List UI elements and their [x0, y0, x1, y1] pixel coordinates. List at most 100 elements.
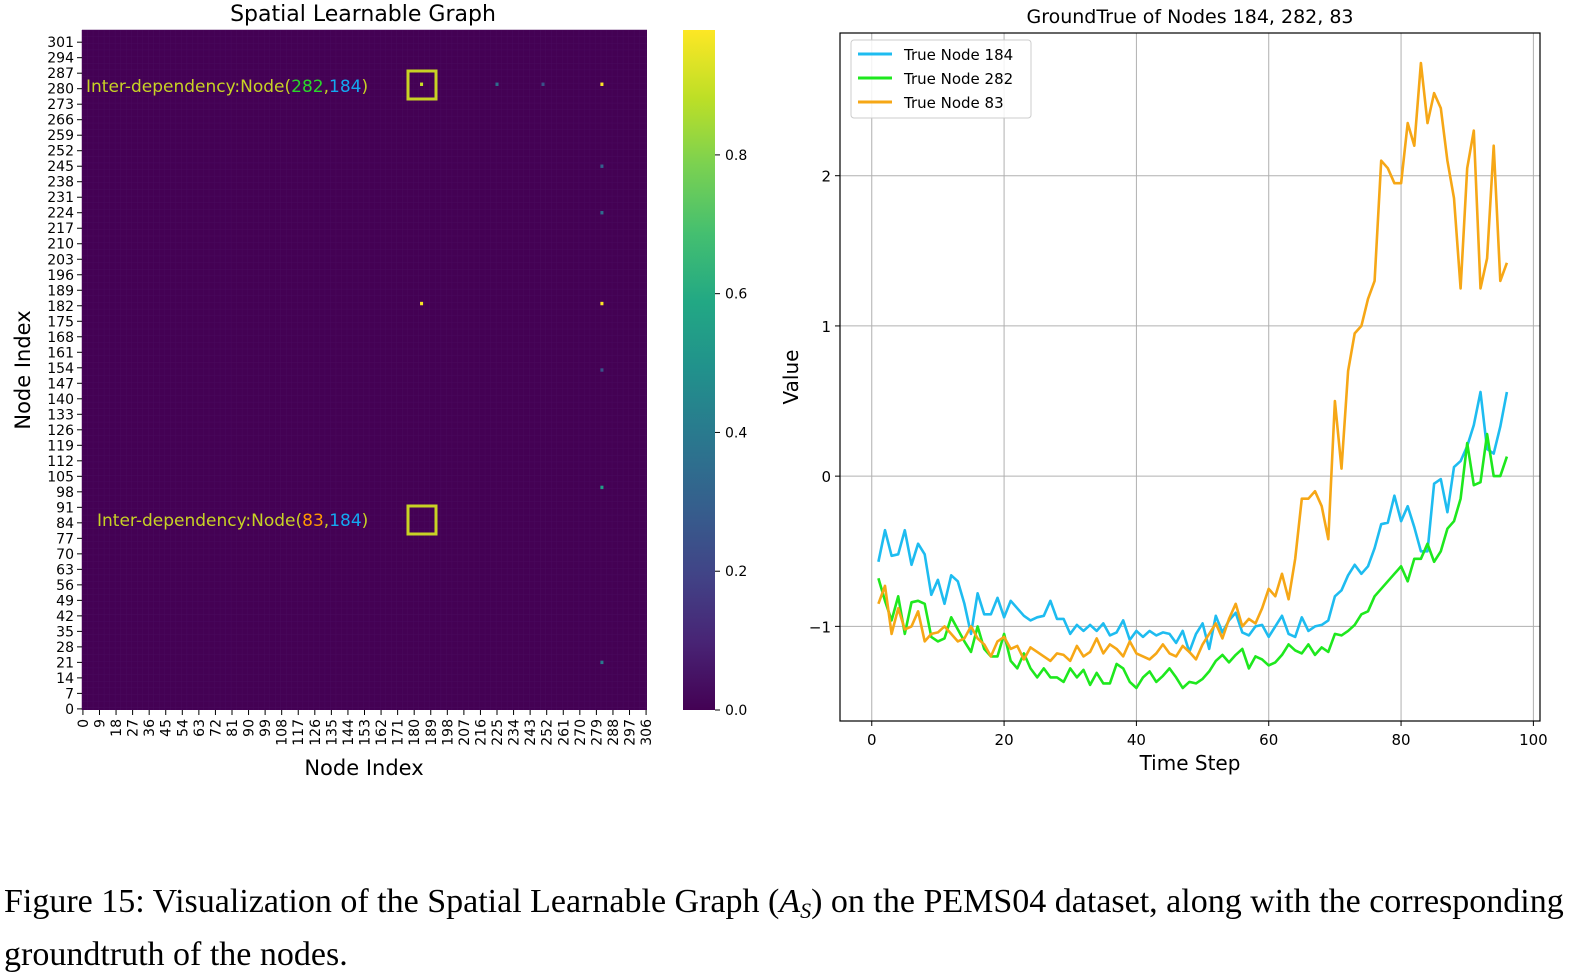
legend-frame	[850, 39, 1032, 119]
heatmap-x-tick-label: 306	[639, 719, 655, 746]
legend-label-node-282: True Node 282	[903, 70, 1013, 88]
line-chart-grid	[840, 33, 1540, 721]
heatmap-x-tick-label: 45	[159, 719, 175, 737]
heatmap-x-tick-label: 189	[424, 719, 440, 746]
annotation-1-node-b: 184	[329, 77, 361, 97]
line-chart-xlabel: Time Step	[1139, 751, 1241, 775]
figure: Spatial Learnable Graph 0714212835424956…	[11, 2, 1548, 780]
heatmap-panel: Spatial Learnable Graph 0714212835424956…	[11, 2, 655, 780]
heatmap-y-tick-label: 266	[47, 113, 74, 129]
heatmap-y-tick-label: 42	[56, 609, 74, 625]
heatmap-x-tick-label: 279	[589, 719, 605, 746]
heatmap-y-tick-label: 294	[47, 51, 74, 67]
heatmap-y-tick-label: 28	[56, 640, 74, 656]
annotation-1-prefix: Inter-dependency:Node(	[86, 77, 291, 97]
heatmap-y-tick-label: 7	[65, 686, 74, 702]
heatmap-x-tick-label: 81	[225, 719, 241, 737]
heatmap-y-tick-label: 161	[47, 345, 74, 361]
heatmap-y-tick-label: 14	[56, 671, 74, 687]
line-chart-x-tick-label: 80	[1392, 731, 1411, 749]
annotation-1-sep: ,	[324, 77, 329, 97]
line-chart-legend: True Node 184 True Node 282 True Node 83	[850, 39, 1032, 119]
heatmap-y-tick-label: 147	[47, 376, 74, 392]
heatmap-y-tick-label: 112	[47, 454, 74, 470]
heatmap-x-tick-label: 225	[490, 719, 506, 746]
line-chart-x-tick-label: 20	[995, 731, 1014, 749]
heatmap-cell	[600, 301, 604, 306]
heatmap-cell	[600, 82, 604, 86]
heatmap-x-tick-label: 9	[92, 719, 108, 728]
heatmap-background	[82, 30, 647, 710]
colorbar-tick-label: 0.8	[725, 148, 747, 164]
heatmap-x-tick-label: 252	[540, 719, 556, 746]
line-chart-y-ticks: −1 0 1 2	[809, 168, 840, 636]
line-chart-y-tick-label: −1	[809, 618, 831, 636]
heatmap-y-ticks: 0714212835424956637077849198105112119126…	[47, 35, 82, 718]
line-chart-title: GroundTrue of Nodes 184, 282, 83	[1026, 6, 1353, 28]
heatmap-x-tick-label: 99	[258, 719, 274, 737]
line-chart-y-tick-label: 0	[821, 468, 831, 486]
colorbar-gradient	[683, 30, 715, 710]
caption-suffix: ) on the PEMS04 dataset, along with the …	[4, 883, 1564, 973]
heatmap-x-tick-label: 297	[623, 719, 639, 746]
annotation-2-node-a: 83	[302, 511, 324, 531]
colorbar-tick-label: 0.6	[725, 287, 747, 303]
legend-label-node-83: True Node 83	[903, 94, 1004, 112]
heatmap-cell	[600, 485, 604, 490]
heatmap-y-tick-label: 175	[47, 314, 74, 330]
heatmap-x-tick-label: 54	[175, 719, 191, 737]
heatmap-y-tick-label: 210	[47, 237, 74, 253]
heatmap-cell	[600, 164, 604, 168]
heatmap-y-tick-label: 21	[56, 655, 74, 671]
heatmap-y-tick-label: 84	[56, 516, 74, 532]
heatmap-x-tick-label: 27	[126, 719, 142, 737]
heatmap-y-tick-label: 49	[56, 593, 74, 609]
heatmap-y-tick-label: 273	[47, 97, 74, 113]
line-chart-x-tick-label: 0	[867, 731, 877, 749]
line-chart-series	[877, 61, 1509, 690]
heatmap-x-tick-label: 108	[275, 719, 291, 746]
legend-label-node-184: True Node 184	[903, 46, 1013, 64]
heatmap-y-tick-label: 0	[65, 702, 74, 718]
heatmap-y-tick-label: 238	[47, 175, 74, 191]
caption-prefix: Figure 15: Visualization of the Spatial …	[4, 883, 780, 920]
heatmap-x-tick-label: 234	[507, 719, 523, 746]
heatmap-y-tick-label: 259	[47, 128, 74, 144]
line-chart-x-ticks: 0 20 40 60 80 100	[867, 721, 1548, 749]
heatmap-highlights	[420, 82, 604, 665]
heatmap-x-tick-label: 144	[341, 719, 357, 746]
heatmap-y-tick-label: 224	[47, 206, 74, 222]
heatmap-y-tick-label: 91	[56, 500, 74, 516]
heatmap-y-tick-label: 56	[56, 578, 74, 594]
annotation-2-box	[406, 504, 438, 536]
heatmap-y-tick-label: 105	[47, 469, 74, 485]
line-chart-y-tick-label: 2	[821, 168, 831, 186]
caption-math: A	[779, 883, 801, 920]
heatmap-y-tick-label: 252	[47, 144, 74, 160]
heatmap-x-tick-label: 198	[440, 719, 456, 746]
heatmap-y-tick-label: 217	[47, 221, 74, 237]
colorbar-tick-label: 0.0	[725, 703, 747, 719]
line-chart-plot-area	[840, 33, 1540, 721]
heatmap-x-tick-label: 216	[473, 719, 489, 746]
heatmap-x-tick-label: 117	[291, 719, 307, 746]
line-chart-ylabel: Value	[779, 350, 803, 405]
heatmap-y-tick-label: 168	[47, 330, 74, 346]
heatmap-y-tick-label: 189	[47, 283, 74, 299]
heatmap-x-tick-label: 18	[109, 719, 125, 737]
heatmap-y-tick-label: 133	[47, 407, 74, 423]
heatmap-cell-grid	[81, 29, 647, 710]
colorbar: 0.0 0.2 0.4 0.6 0.8	[683, 30, 747, 719]
heatmap-y-tick-label: 98	[56, 485, 74, 501]
annotation-1-box	[406, 69, 438, 101]
figure-caption: Figure 15: Visualization of the Spatial …	[4, 880, 1574, 977]
heatmap-x-tick-label: 72	[208, 719, 224, 737]
heatmap-xlabel: Node Index	[304, 756, 423, 780]
line-chart-x-tick-label: 60	[1259, 731, 1278, 749]
colorbar-tick-label: 0.2	[725, 564, 747, 580]
heatmap-y-tick-label: 119	[47, 438, 74, 454]
line-chart-frame	[839, 32, 1541, 722]
colorbar-ticks: 0.0 0.2 0.4 0.6 0.8	[715, 148, 747, 719]
line-chart-y-tick-label: 1	[821, 318, 831, 336]
heatmap-x-tick-label: 0	[76, 719, 92, 728]
